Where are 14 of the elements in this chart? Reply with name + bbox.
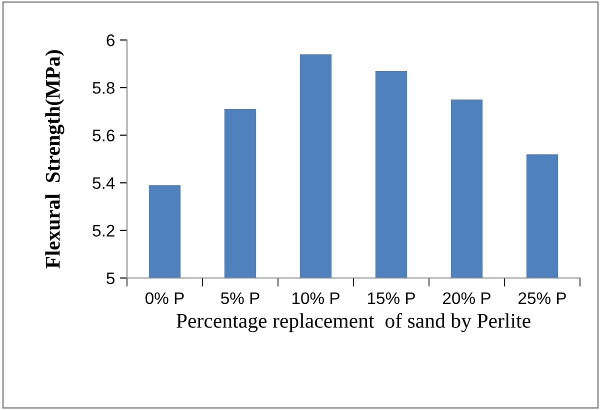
x-tick-label: 25% P — [518, 292, 566, 304]
y-tick-label: 6 — [106, 34, 114, 46]
y-tick-label: 5.6 — [92, 130, 114, 142]
y-axis-title: Flexural Strength(MPa) — [45, 50, 64, 268]
y-tick-label: 5.2 — [92, 224, 114, 237]
y-tick-label: 5.8 — [92, 82, 114, 94]
x-tick-label: 15% P — [368, 292, 415, 304]
y-tick-label: 5.4 — [92, 177, 115, 190]
x-tick-label: 0% P — [145, 292, 184, 304]
x-tick-label: 10% P — [292, 292, 340, 304]
y-tick-label: 5 — [106, 272, 114, 284]
x-tick-label: 20% P — [443, 292, 490, 304]
x-tick-label: 5% P — [221, 292, 260, 304]
x-axis-title: Percentage replacement of sand by Perlite — [176, 312, 530, 332]
